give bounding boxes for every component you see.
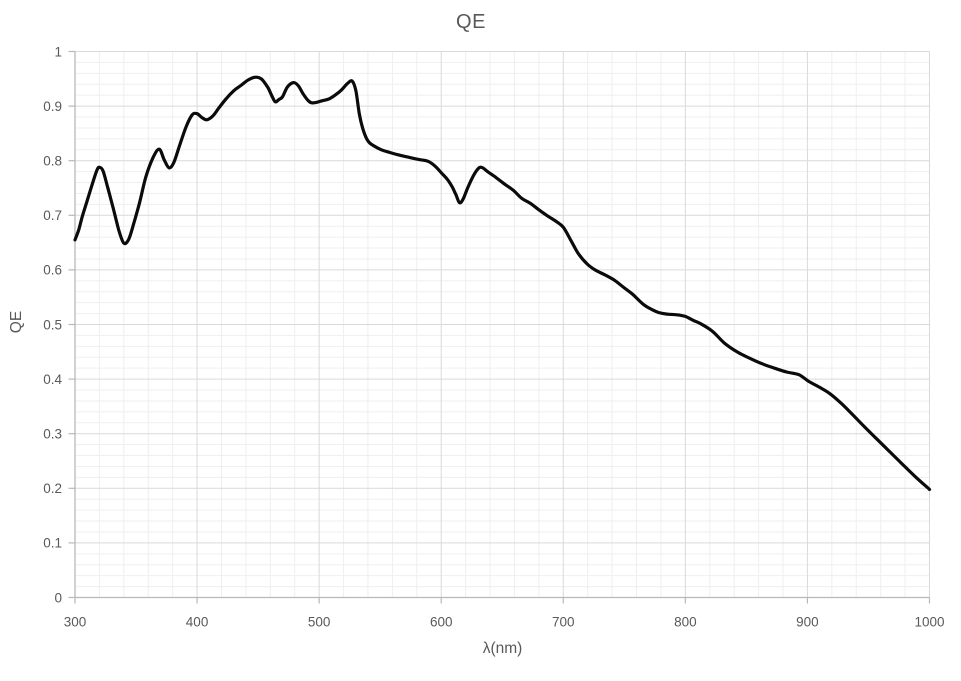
x-tick-label: 400 [186, 615, 209, 630]
y-tick-label: 0.2 [43, 481, 62, 496]
x-tick-labels: 300 400 500 600 700 800 900 1000 [64, 615, 945, 630]
x-tick-label: 600 [430, 615, 453, 630]
y-tick-label: 1 [54, 44, 62, 59]
x-tick-label: 700 [552, 615, 575, 630]
y-tick-label: 0.6 [43, 263, 62, 278]
x-tick-label: 500 [308, 615, 331, 630]
y-tick-label: 0.5 [43, 317, 62, 332]
major-gridlines [75, 51, 930, 598]
x-tick-label: 800 [674, 615, 697, 630]
y-tick-label: 0 [54, 590, 62, 605]
axis-ticks [68, 50, 931, 604]
qe-curve [73, 75, 932, 491]
x-tick-label: 1000 [914, 615, 944, 630]
x-tick-label: 300 [64, 615, 87, 630]
x-axis-title: λ(nm) [482, 640, 523, 657]
y-tick-label: 0.9 [43, 99, 62, 114]
y-tick-label: 0.7 [43, 208, 62, 223]
y-tick-label: 0.3 [43, 427, 62, 442]
y-tick-label: 0.8 [43, 154, 62, 169]
chart-title: QE [456, 11, 486, 33]
y-tick-label: 0.4 [43, 372, 62, 387]
y-tick-label: 0.1 [43, 536, 62, 551]
y-tick-labels: 0 0.1 0.2 0.3 0.4 0.5 0.6 0.7 0.8 0.9 1 [43, 44, 62, 605]
x-tick-label: 900 [796, 615, 819, 630]
